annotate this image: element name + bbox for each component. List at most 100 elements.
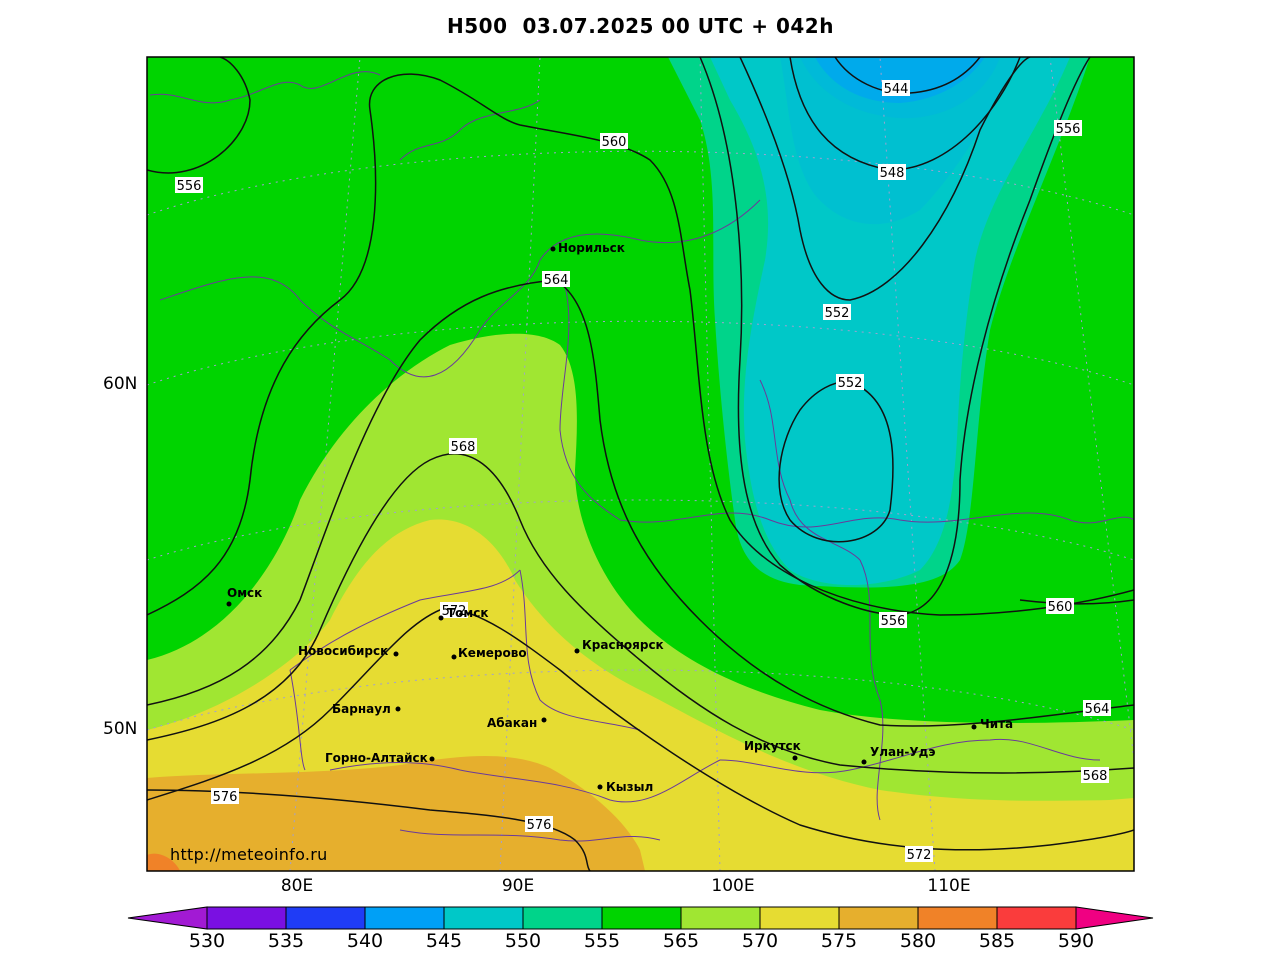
city-gorno-altaysk: Горно-Алтайск bbox=[325, 751, 435, 765]
city-chita: Чита bbox=[971, 717, 1013, 731]
svg-text:Чита: Чита bbox=[980, 717, 1013, 731]
city-norilsk: Норильск bbox=[550, 241, 625, 255]
svg-text:560: 560 bbox=[1048, 600, 1073, 615]
lon-label-110e: 110E bbox=[927, 876, 971, 896]
colorbar-cell bbox=[680, 906, 761, 930]
colorbar bbox=[127, 906, 1154, 930]
svg-text:Новосибирск: Новосибирск bbox=[298, 644, 388, 658]
svg-text:552: 552 bbox=[825, 306, 850, 321]
svg-text:576: 576 bbox=[527, 818, 552, 833]
city-kemerovo: Кемерово bbox=[451, 646, 527, 660]
svg-text:564: 564 bbox=[1085, 702, 1110, 717]
svg-text:Барнаул: Барнаул bbox=[332, 702, 391, 716]
svg-text:556: 556 bbox=[881, 614, 906, 629]
lat-label-60n: 60N bbox=[103, 374, 138, 394]
colorbar-cell bbox=[838, 906, 919, 930]
source-url: http://meteoinfo.ru bbox=[170, 845, 328, 864]
colorbar-cell bbox=[917, 906, 998, 930]
svg-text:564: 564 bbox=[544, 273, 569, 288]
svg-text:568: 568 bbox=[451, 440, 476, 455]
city-barnaul: Барнаул bbox=[332, 702, 401, 716]
svg-text:Улан-Удэ: Улан-Удэ bbox=[870, 745, 935, 759]
shaded-fields bbox=[147, 57, 1134, 871]
lon-label-90e: 90E bbox=[501, 876, 535, 896]
contour-label: 572 bbox=[440, 602, 468, 619]
chart-title: H500 03.07.2025 00 UTC + 042h bbox=[447, 14, 834, 38]
colorbar-tick-label: 540 bbox=[346, 930, 384, 952]
svg-text:Омск: Омск bbox=[227, 586, 262, 600]
contour-label: 544 bbox=[882, 80, 910, 97]
svg-text:556: 556 bbox=[177, 179, 202, 194]
city-omsk: Омск bbox=[226, 586, 262, 607]
colorbar-cell bbox=[522, 906, 603, 930]
colorbar-tick-label: 555 bbox=[583, 930, 621, 952]
colorbar-cell bbox=[206, 906, 287, 930]
contour-label: 556 bbox=[1054, 120, 1082, 137]
lat-label-50n: 50N bbox=[103, 719, 138, 739]
colorbar-tick-label: 580 bbox=[899, 930, 937, 952]
contour-label: 564 bbox=[1083, 700, 1111, 717]
field-580-585 bbox=[147, 853, 180, 871]
svg-text:Горно-Алтайск: Горно-Алтайск bbox=[325, 751, 428, 765]
lon-label-80e: 80E bbox=[280, 876, 314, 896]
map-frame bbox=[146, 56, 1135, 872]
svg-text:576: 576 bbox=[213, 790, 238, 805]
contour-label: 572 bbox=[905, 846, 933, 863]
city-tomsk: Томск bbox=[438, 606, 489, 621]
colorbar-tick-label: 590 bbox=[1057, 930, 1095, 952]
svg-text:Абакан: Абакан bbox=[487, 716, 537, 730]
graticule bbox=[147, 57, 1134, 871]
svg-text:Норильск: Норильск bbox=[558, 241, 625, 255]
city-krasnoyarsk: Красноярск bbox=[574, 638, 664, 654]
colorbar-cell bbox=[443, 906, 524, 930]
cities: Норильск Омск Томск Новосибирск Кемерово… bbox=[226, 241, 1013, 794]
colorbar-cell bbox=[364, 906, 445, 930]
colorbar-under-arrow bbox=[127, 906, 208, 930]
contour-label: 548 bbox=[878, 164, 906, 181]
contour-label: 552 bbox=[836, 374, 864, 391]
contour-label: 552 bbox=[823, 304, 851, 321]
colorbar-over-arrow bbox=[1075, 906, 1154, 930]
contour-labels: 556 560 544 548 556 564 552 552 568 572 … bbox=[175, 80, 1111, 863]
city-abakan: Абакан bbox=[487, 716, 547, 730]
field-570-575-east bbox=[640, 690, 1134, 871]
colorbar-cell bbox=[759, 906, 840, 930]
contour-label: 576 bbox=[525, 816, 553, 833]
colorbar-tick-label: 575 bbox=[820, 930, 858, 952]
svg-text:556: 556 bbox=[1056, 122, 1081, 137]
colorbar-tick-label: 565 bbox=[662, 930, 700, 952]
contour-label: 556 bbox=[879, 612, 907, 629]
contour-label: 564 bbox=[542, 271, 570, 288]
field-545-550 bbox=[710, 57, 1070, 585]
svg-text:544: 544 bbox=[884, 82, 909, 97]
contour-label: 576 bbox=[211, 788, 239, 805]
contour-label: 568 bbox=[1081, 767, 1109, 784]
svg-text:552: 552 bbox=[838, 376, 863, 391]
svg-text:Иркутск: Иркутск bbox=[744, 739, 801, 753]
contour-label: 568 bbox=[449, 438, 477, 455]
svg-text:Кемерово: Кемерово bbox=[458, 646, 527, 660]
svg-text:572: 572 bbox=[907, 848, 932, 863]
colorbar-tick-label: 545 bbox=[425, 930, 463, 952]
lon-label-100e: 100E bbox=[711, 876, 755, 896]
contour-label: 556 bbox=[175, 177, 203, 194]
city-kyzyl: Кызыл bbox=[597, 780, 653, 794]
svg-text:Томск: Томск bbox=[447, 606, 489, 620]
colorbar-cell bbox=[285, 906, 366, 930]
borders bbox=[149, 71, 1134, 842]
svg-text:Красноярск: Красноярск bbox=[582, 638, 664, 652]
svg-text:Кызыл: Кызыл bbox=[606, 780, 653, 794]
city-ulan-ude: Улан-Удэ bbox=[861, 745, 935, 765]
svg-text:568: 568 bbox=[1083, 769, 1108, 784]
city-novosibirsk: Новосибирск bbox=[298, 644, 399, 658]
colorbar-tick-label: 550 bbox=[504, 930, 542, 952]
field-575-580 bbox=[147, 755, 645, 871]
svg-text:572: 572 bbox=[442, 604, 467, 619]
svg-text:548: 548 bbox=[880, 166, 905, 181]
colorbar-cell bbox=[601, 906, 682, 930]
svg-text:560: 560 bbox=[602, 135, 627, 150]
city-irkutsk: Иркутск bbox=[744, 739, 801, 761]
colorbar-tick-label: 570 bbox=[741, 930, 779, 952]
colorbar-tick-label: 535 bbox=[267, 930, 305, 952]
